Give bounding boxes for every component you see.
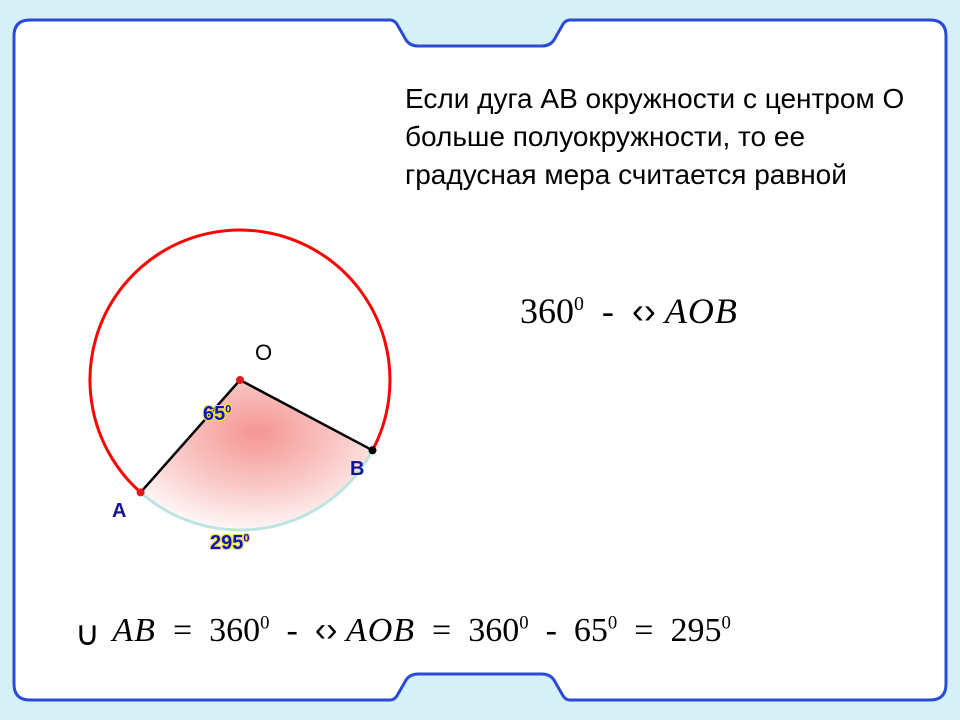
formula-major-arc: 3600 - ‹› AOB bbox=[520, 290, 738, 332]
v295: 295 bbox=[670, 612, 721, 649]
center-label: О bbox=[255, 340, 272, 366]
angle-65-value: 65 bbox=[203, 403, 225, 425]
minus1: - bbox=[278, 612, 306, 649]
arc-symbol: ∪ bbox=[75, 616, 100, 653]
center-dot bbox=[236, 376, 244, 384]
eq1: = bbox=[164, 612, 200, 649]
arc-295-label: 2950 bbox=[210, 532, 250, 555]
arc-ab: AB bbox=[112, 612, 156, 649]
minus: - bbox=[593, 291, 623, 331]
point-b-label: В bbox=[350, 458, 364, 481]
minus2: - bbox=[537, 612, 565, 649]
point-b-dot bbox=[369, 446, 377, 454]
eq3: = bbox=[626, 612, 662, 649]
eq2: = bbox=[424, 612, 460, 649]
formula-calculation: ∪ AB = 3600 - ‹› AOB = 3600 - 650 = 2950 bbox=[75, 610, 731, 650]
point-a-dot bbox=[137, 488, 145, 496]
circle-diagram: О А В 650 2950 bbox=[50, 190, 430, 590]
angle-aob: AOB bbox=[665, 291, 738, 331]
arc-295-sup: 0 bbox=[243, 532, 249, 544]
arc-295-value: 295 bbox=[210, 532, 243, 554]
angle-aob-2: AOB bbox=[346, 612, 415, 649]
page-root: Если дуга АВ окружности с центром О боль… bbox=[0, 0, 960, 720]
v360a: 360 bbox=[209, 612, 260, 649]
placeholder-glyph-2: ‹› bbox=[315, 611, 338, 649]
placeholder-glyph: ‹› bbox=[632, 290, 656, 331]
v65: 65 bbox=[574, 612, 608, 649]
description-text: Если дуга АВ окружности с центром О боль… bbox=[405, 80, 925, 193]
v360b: 360 bbox=[468, 612, 519, 649]
central-angle-sector bbox=[141, 380, 373, 530]
deg360: 360 bbox=[520, 291, 574, 331]
angle-65-sup: 0 bbox=[225, 403, 231, 415]
angle-65-label: 650 bbox=[203, 403, 231, 426]
point-a-label: А bbox=[112, 500, 126, 523]
content: Если дуга АВ окружности с центром О боль… bbox=[0, 0, 960, 720]
